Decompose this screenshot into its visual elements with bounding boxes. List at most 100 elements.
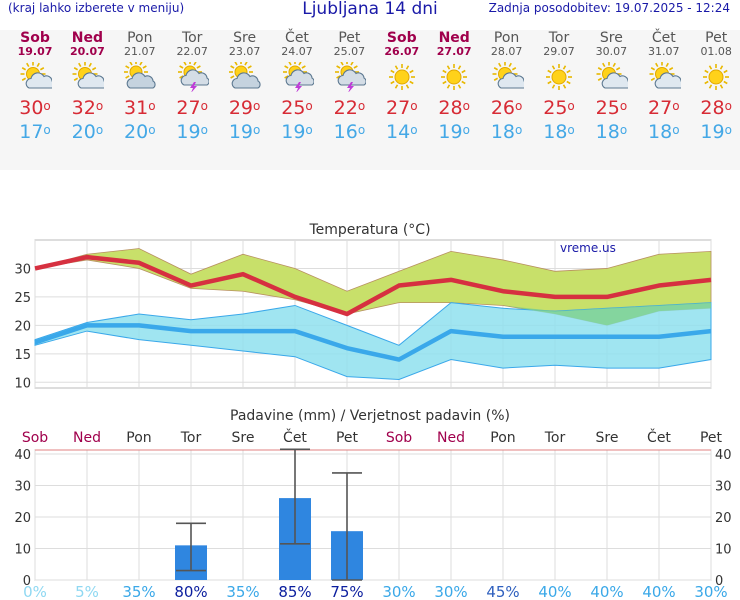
- min-temperature: 18o: [481, 120, 533, 144]
- day-label: Pet: [338, 30, 361, 46]
- temperature-value: 20: [71, 121, 96, 143]
- precipitation-probability: 80%: [174, 583, 207, 600]
- x-tick-label: Čet: [647, 428, 671, 446]
- precipitation-probability: 0%: [23, 583, 47, 600]
- sun-cloud-icon: [638, 61, 690, 96]
- temperature-value: 27: [386, 97, 411, 119]
- y-tick-label-right: 30: [715, 480, 732, 495]
- temperature-value: 30: [19, 97, 44, 119]
- day-label: Čet: [285, 30, 309, 46]
- sun-cloud-icon: [61, 61, 113, 96]
- thunderstorm-icon: [166, 60, 218, 96]
- y-tick-label: 15: [14, 348, 31, 363]
- temperature-value: 26: [490, 97, 516, 119]
- day-label: Sre: [233, 30, 257, 46]
- min-temperature-line: [34, 323, 712, 362]
- sun-cloud-icon: [481, 61, 533, 96]
- min-temperature: 18o: [585, 120, 637, 144]
- y-tick-label-right: 10: [715, 543, 732, 558]
- date-label: 25.07: [333, 45, 366, 58]
- date-label: 26.07: [384, 45, 420, 58]
- sun-icon: [690, 62, 740, 96]
- date-label: 29.07: [543, 45, 575, 58]
- date-label: 01.08: [700, 45, 732, 58]
- day-label: Pon: [127, 30, 153, 46]
- location-hint[interactable]: (kraj lahko izberete v meniju): [8, 1, 185, 15]
- precipitation-chart-title: Padavine (mm) / Verjetnost padavin (%): [230, 408, 510, 424]
- y-tick-label: 20: [14, 319, 31, 334]
- y-tick-label: 40: [14, 448, 31, 463]
- precipitation-probability: 45%: [486, 583, 519, 600]
- degree-symbol: o: [200, 123, 208, 137]
- max-temperature-line: [34, 254, 712, 317]
- max-temperature: 22o: [323, 96, 375, 120]
- y-tick-label: 10: [14, 376, 31, 391]
- x-tick-label: Tor: [544, 430, 566, 446]
- min-temperature: 18o: [533, 120, 585, 144]
- temperature-value: 22: [333, 97, 358, 119]
- temperature-value: 19: [281, 121, 306, 143]
- temperature-value: 20: [124, 121, 149, 143]
- max-temperature: 27o: [638, 96, 690, 120]
- degree-symbol: o: [567, 123, 575, 137]
- x-tick-label: Pet: [700, 430, 723, 446]
- day-label: Ned: [438, 30, 470, 46]
- temperature-chart-title: Temperatura (°C): [308, 222, 430, 238]
- x-tick-label: Pon: [126, 430, 151, 446]
- temperature-value: 18: [595, 121, 620, 143]
- degree-symbol: o: [672, 123, 680, 137]
- min-temperature: 19o: [271, 120, 323, 144]
- day-label: Čet: [651, 30, 676, 46]
- degree-symbol: o: [305, 123, 313, 137]
- x-tick-label: Tor: [180, 430, 202, 446]
- degree-symbol: o: [410, 99, 418, 113]
- degree-symbol: o: [724, 99, 732, 113]
- temperature-value: 29: [228, 97, 254, 119]
- date-label: 21.07: [124, 45, 156, 58]
- precipitation-probability: 30%: [434, 583, 467, 600]
- day-label: Tor: [548, 30, 570, 46]
- daily-forecast-strip: Sob 19.07 30o 17o Ned 20.07 32o 20o Pon 21.07 31o 2…: [0, 30, 740, 170]
- max-temperature: 31o: [114, 96, 166, 120]
- degree-symbol: o: [567, 99, 575, 113]
- max-temperature: 25o: [533, 96, 585, 120]
- precipitation-probability: 40%: [642, 583, 675, 600]
- max-temperature: 27o: [376, 96, 428, 120]
- x-tick-label: Ned: [73, 430, 101, 446]
- y-tick-label: 10: [14, 543, 31, 558]
- max-temperature: 28o: [428, 96, 480, 120]
- temperature-value: 18: [648, 121, 673, 143]
- degree-symbol: o: [95, 99, 104, 113]
- date-label: 20.07: [69, 45, 105, 58]
- degree-symbol: o: [200, 99, 208, 113]
- y-tick-label: 0: [23, 574, 31, 589]
- degree-symbol: o: [462, 99, 470, 113]
- precipitation-probability: 35%: [226, 583, 259, 600]
- y-tick-label: 20: [14, 511, 31, 526]
- x-tick-label: Pet: [336, 430, 359, 446]
- min-temperature: 17o: [9, 120, 61, 144]
- max-temperature: 26o: [481, 96, 533, 120]
- min-temperature: 20o: [114, 120, 166, 144]
- min-temperature: 14o: [376, 120, 428, 144]
- forecast-day: Sob 26.07 27o 14o: [376, 30, 428, 144]
- degree-symbol: o: [148, 123, 156, 137]
- forecast-day: Sre 30.07 25o 18o: [585, 30, 637, 144]
- forecast-day: Pon 21.07 31o 20o: [114, 30, 166, 144]
- precipitation-probability: 5%: [75, 583, 99, 600]
- degree-symbol: o: [724, 123, 732, 137]
- degree-symbol: o: [672, 99, 680, 113]
- max-temperature: 29o: [219, 96, 271, 120]
- degree-symbol: o: [619, 123, 628, 137]
- degree-symbol: o: [305, 99, 313, 113]
- temperature-value: 17: [19, 121, 44, 143]
- sun-cloud-icon: [9, 61, 61, 96]
- x-tick-label: Sre: [232, 430, 255, 446]
- sun-icon: [376, 62, 428, 96]
- date-label: 30.07: [595, 45, 628, 58]
- temperature-value: 27: [176, 97, 201, 119]
- min-temperature: 20o: [61, 120, 113, 144]
- temperature-value: 32: [71, 97, 96, 119]
- precipitation-probability: 85%: [278, 583, 311, 600]
- precipitation-probability: 40%: [590, 583, 623, 600]
